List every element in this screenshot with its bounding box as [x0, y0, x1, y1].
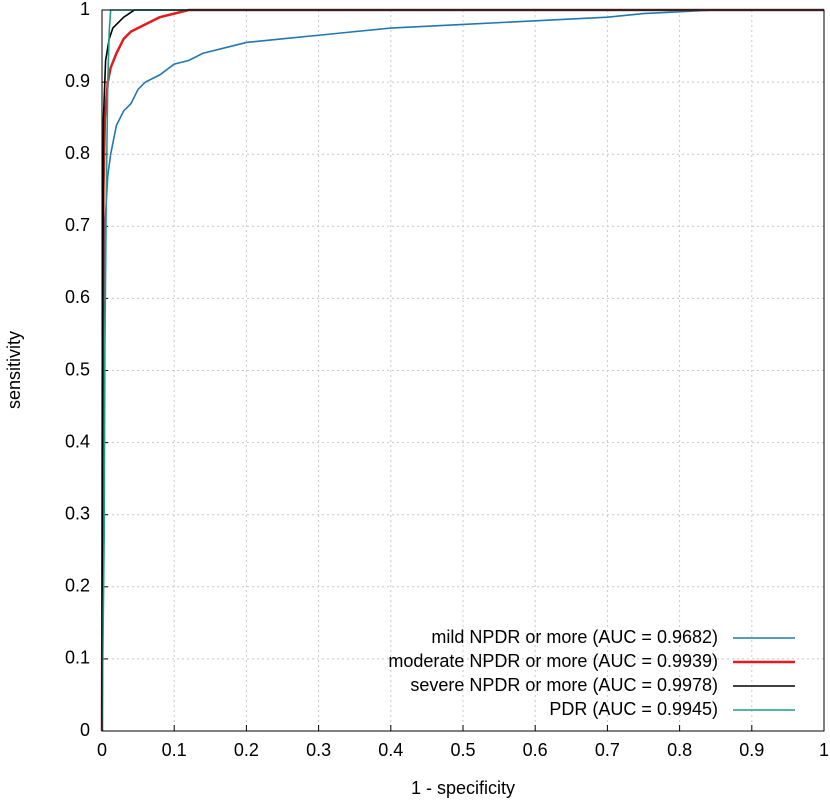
legend-label: PDR (AUC = 0.9945) — [549, 699, 718, 719]
y-tick-label: 0.1 — [65, 648, 90, 668]
plot-frame — [101, 9, 825, 732]
y-tick-label: 0.5 — [65, 359, 90, 379]
x-tick-label: 1 — [819, 740, 829, 760]
x-tick-label: 0.2 — [234, 740, 259, 760]
x-tick-label: 0.6 — [523, 740, 548, 760]
roc-curve — [101, 9, 824, 732]
x-tick-label: 0.7 — [595, 740, 620, 760]
legend-label: mild NPDR or more (AUC = 0.9682) — [431, 627, 718, 647]
y-tick-label: 0.4 — [65, 431, 90, 451]
y-tick-label: 0.9 — [65, 71, 90, 91]
x-tick-label: 0.3 — [306, 740, 331, 760]
y-tick-label: 0.3 — [65, 503, 90, 523]
x-tick-label: 0.1 — [162, 740, 187, 760]
roc-curve — [101, 9, 824, 732]
x-tick-label: 0 — [97, 740, 107, 760]
x-axis-label: 1 - specificity — [411, 778, 515, 798]
x-tick-label: 0.5 — [450, 740, 475, 760]
legend-label: moderate NPDR or more (AUC = 0.9939) — [388, 651, 718, 671]
x-tick-label: 0.4 — [378, 740, 403, 760]
legend-label: severe NPDR or more (AUC = 0.9978) — [410, 675, 718, 695]
x-tick-label: 0.8 — [667, 740, 692, 760]
y-tick-label: 0 — [80, 720, 90, 740]
roc-curve — [101, 9, 824, 732]
x-tick-label: 0.9 — [739, 740, 764, 760]
y-tick-label: 1 — [80, 0, 90, 19]
y-tick-label: 0.6 — [65, 287, 90, 307]
y-axis-label: sensitivity — [4, 331, 24, 409]
y-tick-label: 0.2 — [65, 576, 90, 596]
y-tick-label: 0.8 — [65, 143, 90, 163]
y-tick-label: 0.7 — [65, 215, 90, 235]
